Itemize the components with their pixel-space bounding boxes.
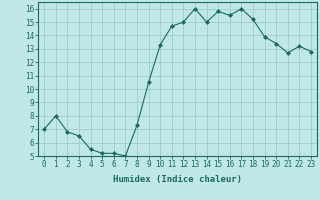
X-axis label: Humidex (Indice chaleur): Humidex (Indice chaleur) xyxy=(113,175,242,184)
